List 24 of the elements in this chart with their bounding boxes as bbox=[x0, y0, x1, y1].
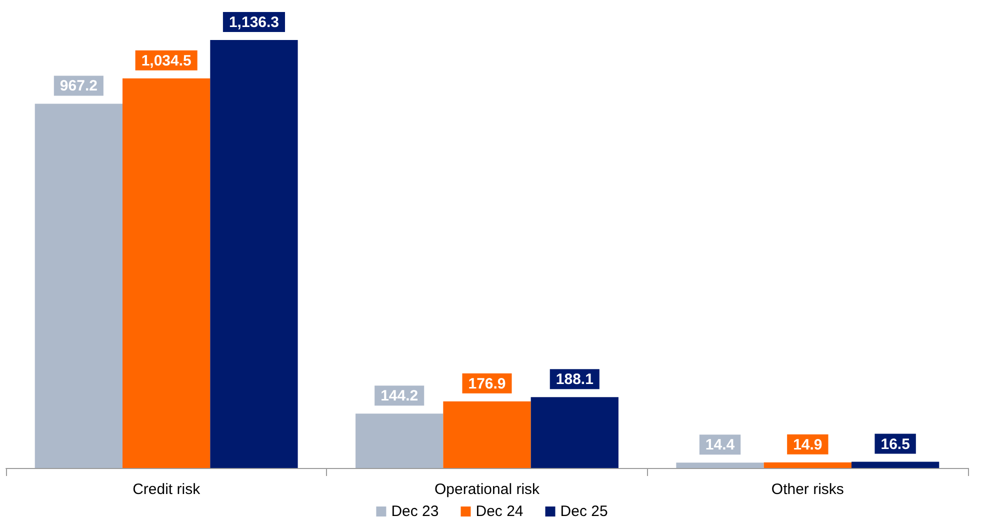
data-label: 188.1 bbox=[556, 371, 594, 388]
data-label: 14.4 bbox=[705, 436, 736, 454]
bar bbox=[443, 401, 531, 468]
bar bbox=[851, 462, 940, 468]
bar bbox=[210, 40, 298, 468]
data-label: 1,136.3 bbox=[228, 14, 280, 31]
legend-label: Dec 25 bbox=[560, 503, 608, 520]
data-label: 144.2 bbox=[380, 388, 418, 405]
bar bbox=[34, 104, 123, 468]
bar bbox=[122, 78, 210, 468]
data-label: 1,034.5 bbox=[141, 52, 192, 70]
bar bbox=[764, 462, 852, 468]
legend-label: Dec 24 bbox=[476, 503, 524, 520]
data-label: 16.5 bbox=[880, 436, 910, 453]
x-tick-label: Operational risk bbox=[434, 481, 540, 498]
x-tick-label: Credit risk bbox=[132, 481, 201, 498]
x-tick-label: Other risks bbox=[771, 481, 844, 498]
legend-label: Dec 23 bbox=[391, 503, 439, 520]
bar bbox=[530, 397, 618, 468]
data-label: 14.9 bbox=[793, 436, 822, 454]
data-label: 176.9 bbox=[468, 375, 506, 392]
bar bbox=[676, 462, 764, 468]
bar bbox=[356, 414, 444, 468]
data-label: 967.2 bbox=[60, 78, 98, 95]
